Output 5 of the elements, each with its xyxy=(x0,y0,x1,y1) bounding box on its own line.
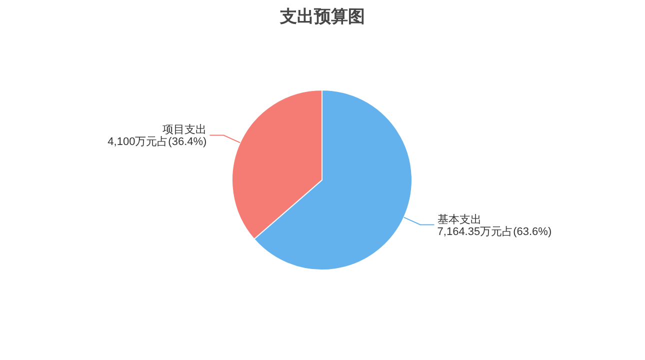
data-label: 7,164.35万元占(63.6%) xyxy=(437,224,552,238)
slice-label: 基本支出 xyxy=(437,212,482,226)
slice-label: 项目支出 xyxy=(162,123,207,136)
data-label: 4,100万元占(36.4%) xyxy=(108,135,207,148)
chart-title: 支出预算图 xyxy=(279,7,365,26)
